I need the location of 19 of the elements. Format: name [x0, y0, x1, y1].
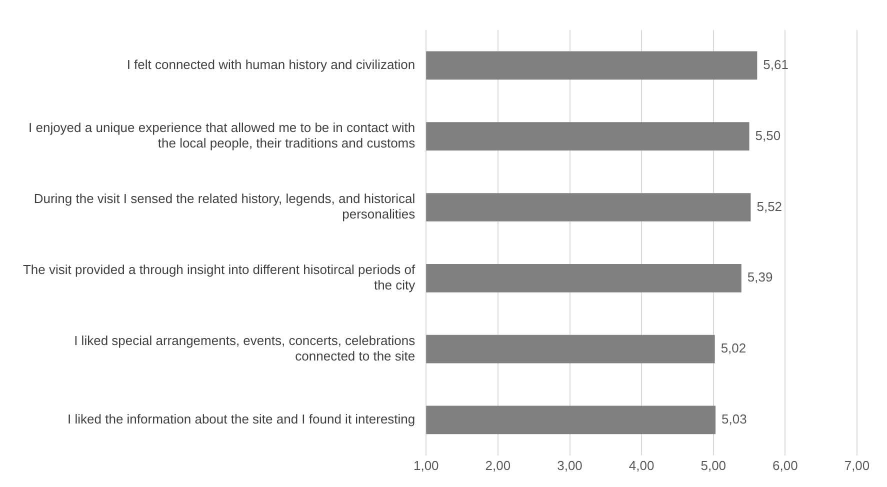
data-label: 5,03	[722, 412, 747, 427]
data-label: 5,52	[756, 198, 782, 214]
y-tick-label: During the visit I sensed the related history, legends, and historical personalities	[34, 191, 416, 222]
x-tick-label: 5,00	[700, 458, 726, 473]
y-tick-label: I enjoyed a unique experience that allowed me to be in contact with the local people, their traditions and customs	[28, 120, 416, 151]
data-label: 5,61	[763, 57, 788, 72]
x-tick-label: 7,00	[844, 458, 870, 473]
y-tick-label: The visit provided a through insight into different hisotircal periods of the city	[22, 262, 416, 293]
x-tick-label: 1,00	[413, 458, 439, 473]
data-label: 5,50	[755, 128, 781, 143]
x-tick-label: 6,00	[772, 458, 798, 473]
y-tick-label: I liked the information about the site and I found it interesting	[68, 412, 416, 427]
y-tick-label: I felt connected with human history and civilization	[126, 57, 416, 72]
y-tick-label: I liked special arrangements, events, concerts, celebrations connected to the site	[74, 332, 416, 364]
x-tick-label: 4,00	[628, 458, 654, 473]
data-label: 5,02	[720, 340, 746, 356]
x-tick-label: 2,00	[485, 458, 511, 473]
x-tick-label: 3,00	[557, 458, 582, 473]
data-label: 5,39	[747, 270, 773, 285]
